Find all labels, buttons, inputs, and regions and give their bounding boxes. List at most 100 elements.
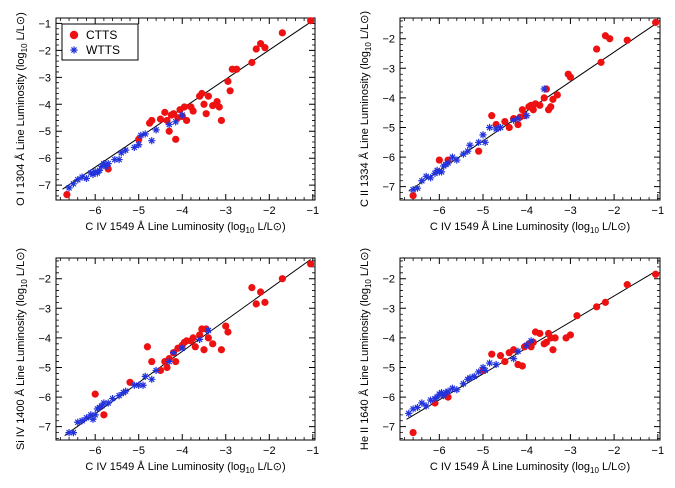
y-tick-label: −5 bbox=[382, 122, 395, 134]
x-tick-label: −4 bbox=[520, 445, 533, 457]
y-axis-label: He II 1640 Å Line Luminosity (log10 L/L⊙… bbox=[358, 248, 373, 450]
axes-frame bbox=[399, 257, 661, 441]
ctts-point bbox=[501, 117, 509, 126]
ctts-point bbox=[553, 91, 561, 99]
ctts-point bbox=[202, 110, 210, 118]
x-tick-label: −5 bbox=[132, 205, 145, 217]
panel-1: −6 −5 −4 −3 −2 −1 −7 −6 −5 −4 −3 −2 −1 C IV 1549 Å Li… bbox=[14, 12, 319, 235]
ctts-point bbox=[606, 35, 614, 43]
wtts-point bbox=[65, 184, 73, 192]
wtts-point bbox=[152, 126, 160, 134]
wtts-point bbox=[405, 409, 413, 417]
wtts-point bbox=[448, 384, 457, 392]
wtts-point bbox=[148, 137, 156, 145]
ctts-point bbox=[597, 58, 605, 66]
ctts-point bbox=[409, 429, 417, 437]
wtts-point bbox=[453, 156, 461, 164]
x-tick-label: −1 bbox=[652, 445, 665, 457]
y-tick-label: −4 bbox=[38, 99, 51, 111]
x-tick-label: −6 bbox=[433, 205, 446, 217]
ctts-point bbox=[161, 108, 169, 116]
wtts-point bbox=[523, 112, 531, 120]
ctts-point bbox=[63, 191, 71, 199]
wtts-point bbox=[481, 366, 489, 375]
panel-4: −6 −5 −4 −3 −2 −1 −7 −6 −5 −4 −3 −2 C IV 1549 Å Line… bbox=[358, 248, 664, 475]
wtts-point bbox=[148, 375, 156, 383]
ctts-point bbox=[204, 334, 212, 342]
wtts-point bbox=[82, 414, 91, 422]
ctts-point bbox=[224, 77, 232, 85]
axes-frame bbox=[55, 257, 316, 441]
ctts-point bbox=[233, 65, 241, 73]
wtts-point bbox=[104, 160, 112, 168]
x-tick-label: −5 bbox=[477, 445, 490, 457]
x-tick-label: −1 bbox=[307, 445, 320, 457]
x-tick-label: −5 bbox=[132, 445, 145, 457]
ctts-point bbox=[189, 334, 197, 342]
wtts-point bbox=[485, 123, 494, 132]
ctts-point bbox=[505, 123, 513, 132]
y-tick-label: −2 bbox=[382, 34, 395, 46]
ctts-point bbox=[156, 115, 165, 123]
ctts-point bbox=[180, 103, 189, 111]
x-axis-label: C IV 1549 Å Line Luminosity (log10 L/L⊙) bbox=[85, 460, 285, 475]
y-tick-label: −2 bbox=[38, 45, 51, 57]
y-tick-label: −4 bbox=[38, 333, 51, 345]
ctts-point bbox=[215, 103, 223, 111]
ctts-point bbox=[593, 45, 601, 53]
wtts-point bbox=[87, 411, 95, 419]
ctts-point bbox=[143, 343, 152, 351]
wtts-point bbox=[65, 429, 73, 437]
ctts-point bbox=[488, 112, 496, 120]
axes-frame bbox=[55, 17, 316, 201]
x-axis-label: C IV 1549 Å Line Luminosity (log10 L/L⊙) bbox=[430, 460, 630, 475]
ctts-point bbox=[573, 312, 581, 320]
y-tick-label: −5 bbox=[38, 362, 51, 374]
ctts-point bbox=[172, 357, 180, 366]
ctts-point bbox=[549, 95, 557, 103]
ctts-point bbox=[547, 103, 555, 111]
ctts-point bbox=[182, 116, 191, 125]
wtts-point bbox=[178, 344, 186, 352]
ctts-point bbox=[256, 288, 265, 296]
ctts-point bbox=[496, 352, 505, 360]
y-tick-label: −7 bbox=[382, 422, 395, 434]
wtts-point bbox=[527, 337, 535, 345]
y-tick-label: −7 bbox=[38, 180, 51, 192]
wtts-point bbox=[141, 372, 149, 380]
y-axis-label: O I 1304 Å Line Luminosity (log10 L/L⊙) bbox=[14, 12, 29, 206]
ctts-point bbox=[549, 346, 557, 354]
wtts-point bbox=[172, 118, 180, 126]
wtts-point bbox=[479, 363, 487, 372]
legend-box bbox=[61, 23, 139, 61]
wtts-point bbox=[418, 399, 426, 407]
ctts-point bbox=[566, 73, 575, 81]
ctts-point bbox=[652, 270, 660, 278]
wtts-point bbox=[475, 368, 483, 376]
ctts-point bbox=[222, 322, 230, 330]
x-tick-label: −2 bbox=[263, 445, 276, 457]
ctts-point bbox=[91, 390, 99, 398]
y-tick-label: −7 bbox=[382, 182, 395, 194]
wtts-point bbox=[466, 141, 474, 149]
wtts-point bbox=[492, 125, 500, 133]
ctts-point bbox=[514, 120, 522, 129]
ctts-point bbox=[198, 89, 206, 98]
ctts-point bbox=[163, 363, 171, 372]
wtts-point bbox=[540, 85, 548, 93]
wtts-point bbox=[117, 149, 125, 157]
wtts-point bbox=[108, 394, 117, 403]
ctts-point bbox=[261, 44, 269, 52]
ctts-point bbox=[488, 350, 496, 358]
wtts-point bbox=[523, 341, 531, 349]
y-tick-label: −2 bbox=[38, 274, 51, 286]
wtts-point bbox=[459, 380, 467, 388]
wtts-point bbox=[459, 150, 467, 158]
wtts-point bbox=[122, 387, 130, 395]
wtts-point bbox=[475, 138, 483, 146]
ctts-point bbox=[200, 346, 208, 354]
wtts-point bbox=[409, 405, 417, 413]
ctts-point bbox=[200, 100, 208, 108]
